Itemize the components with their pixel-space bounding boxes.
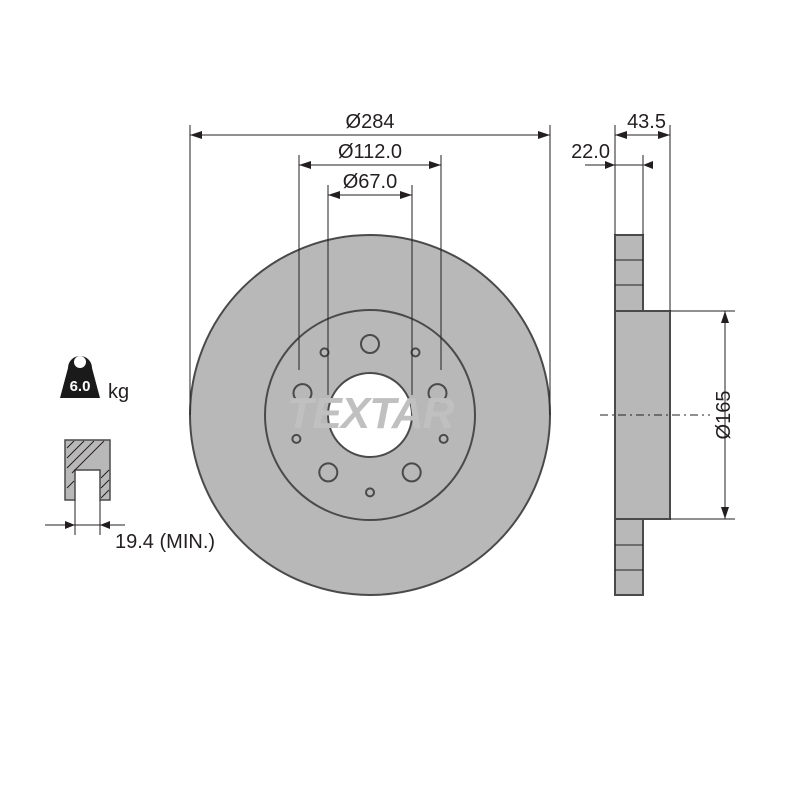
dim-depth: 43.5 <box>627 111 666 133</box>
weight-value: 6.0 <box>70 378 91 395</box>
min-thk-value: 19.4 <box>115 531 154 553</box>
weight-icon: 6.0 kg <box>60 356 129 403</box>
svg-text:19.4 (MIN.): 19.4 (MIN.) <box>115 531 215 553</box>
min-thk-suffix: (MIN.) <box>160 531 216 553</box>
dim-hat-dia: Ø165 <box>713 391 735 440</box>
dim-bolt-circle: Ø112.0 <box>338 141 402 163</box>
dim-thickness: 22.0 <box>571 141 610 163</box>
weight-unit: kg <box>108 381 129 403</box>
dim-center-bore: Ø67.0 <box>343 171 397 193</box>
dim-outer: Ø284 <box>346 111 395 133</box>
brand-watermark: TEXTAR <box>287 389 455 438</box>
front-view: TEXTAR <box>190 235 550 595</box>
side-view <box>600 235 710 595</box>
min-thickness-icon: 19.4 (MIN.) <box>45 440 215 553</box>
